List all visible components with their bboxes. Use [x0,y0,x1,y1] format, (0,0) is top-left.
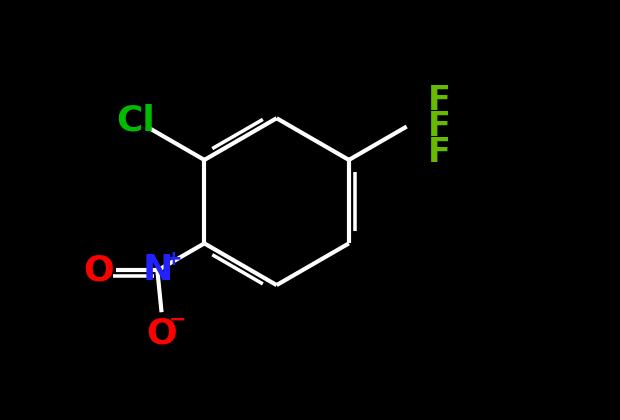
Text: O: O [146,316,177,350]
Text: Cl: Cl [117,103,156,137]
Text: O: O [84,254,114,288]
Text: F: F [428,84,451,117]
Text: N: N [142,254,172,288]
Text: −: − [169,310,186,330]
Text: F: F [428,110,451,143]
Text: F: F [428,136,451,169]
Text: +: + [164,249,182,269]
